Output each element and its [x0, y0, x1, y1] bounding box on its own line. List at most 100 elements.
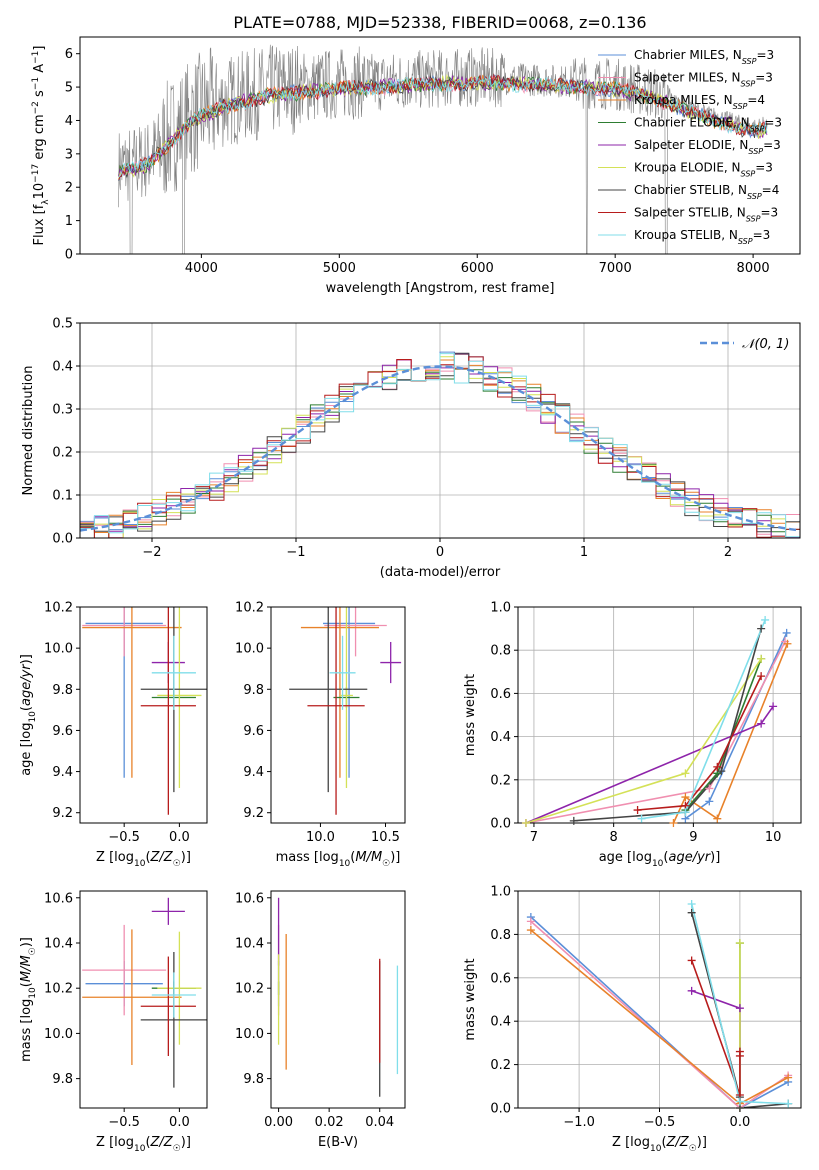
- weight-marker: [521, 819, 530, 827]
- weight-line: [637, 675, 762, 811]
- residual-chart-xtick-label: 2: [724, 545, 732, 560]
- residual-chart-xlabel: (data-model)/error: [380, 565, 501, 580]
- age-z-chart-plot-area: [82, 607, 207, 815]
- spectrum-chart-ytick-label: 0: [65, 248, 73, 263]
- age-mass-chart-ytick-label: 10.2: [235, 601, 264, 616]
- residual-chart-xtick-label: −2: [142, 545, 161, 560]
- weight-marker: [669, 819, 678, 827]
- weight-marker: [713, 762, 722, 771]
- weight-marker: [761, 615, 770, 624]
- legend-label: Salpeter ELODIE, NSSP=3: [634, 138, 781, 156]
- weight-marker: [681, 808, 690, 817]
- age-mass-chart-xlabel: mass [log10(M/M☉)]: [276, 850, 401, 869]
- spectrum-chart-ytick-label: 5: [65, 81, 73, 96]
- spectrum-chart-ytick-label: 4: [65, 114, 73, 129]
- mass-ebv-chart-frame: [270, 890, 406, 1109]
- spectrum-chart-ytick-label: 3: [65, 147, 73, 162]
- mass-z-chart-xtick-label: 0.0: [169, 1115, 190, 1130]
- weight-marker: [705, 784, 714, 793]
- age-mass-chart-xtick-label: 10.0: [306, 830, 335, 845]
- age-z-chart-xlabel: Z [log10(Z/Z☉)]: [96, 850, 191, 869]
- mass-z-chart-ylabel: mass [log10(M/M☉)]: [19, 937, 38, 1062]
- weight-marker: [784, 1099, 793, 1108]
- age-z-chart-ytick-label: 10.2: [44, 601, 73, 616]
- age-mass-chart-ytick-label: 9.8: [243, 683, 264, 698]
- weight-z-chart-ylabel: mass weight: [463, 958, 478, 1040]
- residual-chart: −2 −1 0 1 2 0.0 0.1 0.2 0.3 0.4 0.5 𝒩(0, 1) (data-mo…: [21, 317, 801, 580]
- age-z-chart-frame: [79, 606, 208, 824]
- residual-chart-plot-area: [80, 351, 800, 538]
- weight-age-chart-xtick-label: 8: [610, 830, 618, 845]
- mass-ebv-chart-ytick-label: 10.6: [235, 891, 264, 906]
- weight-marker: [784, 1073, 793, 1082]
- age-z-chart-ytick-label: 9.4: [52, 765, 73, 780]
- age-z-chart-xtick-label: 0.0: [169, 830, 190, 845]
- weight-marker: [569, 816, 578, 825]
- residual-chart-ylabel: Normed distribution: [21, 366, 36, 496]
- weight-age-chart-ytick-label: 1.0: [490, 601, 511, 616]
- weight-marker: [735, 1097, 744, 1106]
- weight-z-chart: −1.0 −0.5 0.0 0.0 0.2 0.4 0.6 0.8 1.0 Z [log10(Z/…: [463, 885, 802, 1154]
- legend-label: Kroupa ELODIE, NSSP=3: [634, 161, 773, 179]
- residual-chart-xtick-label: 0: [436, 545, 444, 560]
- weight-marker: [713, 814, 722, 823]
- mass-z-chart-ytick-label: 10.4: [44, 936, 73, 951]
- weight-age-chart-xlabel: age [log10(age/yr)]: [599, 850, 721, 869]
- mass-z-chart-xtick-label: −0.5: [108, 1115, 140, 1130]
- weight-marker: [526, 917, 535, 926]
- figure-title: PLATE=0788, MJD=52338, FIBERID=0068, z=0…: [233, 13, 646, 32]
- legend-label: Salpeter MILES, NSSP=3: [634, 71, 773, 89]
- weight-marker: [783, 639, 792, 648]
- weight-marker: [705, 797, 714, 806]
- weight-z-chart-xtick-label: −0.5: [644, 1115, 676, 1130]
- weight-marker: [687, 908, 696, 917]
- legend-label: Kroupa MILES, NSSP=4: [634, 93, 765, 111]
- weight-age-chart-ytick-label: 0.6: [490, 687, 511, 702]
- weight-marker: [681, 793, 690, 802]
- weight-marker: [757, 719, 766, 728]
- weight-marker: [735, 939, 744, 948]
- residual-chart-ytick-label: 0.4: [52, 360, 73, 375]
- legend-label: 𝒩(0, 1): [742, 337, 789, 352]
- weight-age-chart-xtick-label: 9: [689, 830, 697, 845]
- spectrum-chart-frame: [79, 36, 801, 255]
- weight-marker: [687, 956, 696, 965]
- weight-marker: [687, 900, 696, 909]
- legend-label: Kroupa STELIB, NSSP=3: [634, 228, 770, 246]
- weight-marker: [757, 672, 766, 681]
- age-z-chart-ytick-label: 9.2: [52, 806, 73, 821]
- weight-z-chart-ytick-label: 0.6: [490, 971, 511, 986]
- residual-chart-ytick-label: 0.2: [52, 446, 73, 461]
- age-mass-chart: 10.0 10.5 9.2 9.4 9.6 9.8 10.0 10.2 mass [log10(…: [235, 601, 406, 869]
- age-mass-chart-xtick-label: 10.5: [371, 830, 400, 845]
- residual-chart-xtick-label: −1: [286, 545, 305, 560]
- mass-ebv-chart-ytick-label: 10.2: [235, 982, 264, 997]
- mass-ebv-chart: 0.00 0.02 0.04 9.8 10.0 10.2 10.4 10.6 E(B-V): [235, 890, 406, 1150]
- residual-chart-ytick-label: 0.5: [52, 317, 73, 332]
- residual-chart-xtick-label: 1: [580, 545, 588, 560]
- legend-label: Chabrier STELIB, NSSP=4: [634, 183, 779, 201]
- weight-age-chart-xtick-label: 10: [765, 830, 782, 845]
- weight-marker: [735, 1004, 744, 1013]
- weight-marker: [782, 628, 791, 637]
- mass-ebv-chart-xtick-label: 0.04: [365, 1115, 394, 1130]
- age-mass-chart-ytick-label: 9.6: [243, 724, 264, 739]
- age-z-chart-ytick-label: 9.8: [52, 683, 73, 698]
- weight-line: [530, 916, 789, 1108]
- weight-z-chart-ytick-label: 1.0: [490, 885, 511, 900]
- age-z-chart-ytick-label: 9.6: [52, 724, 73, 739]
- weight-age-chart: 7 8 9 10 0.0 0.2 0.4 0.6 0.8 1.0 age [log10(age/yr…: [463, 601, 802, 869]
- weight-line: [684, 658, 762, 811]
- mass-ebv-chart-xtick-label: 0.00: [264, 1115, 293, 1130]
- weight-marker: [757, 654, 766, 663]
- weight-z-chart-xlabel: Z [log10(Z/Z☉)]: [612, 1135, 707, 1154]
- legend-label: Chabrier MILES, NSSP=3: [634, 48, 774, 66]
- weight-marker: [769, 702, 778, 711]
- age-mass-chart-ytick-label: 9.4: [243, 765, 264, 780]
- spectrum-chart-ytick-label: 2: [65, 181, 73, 196]
- mass-z-chart-ytick-label: 9.8: [52, 1072, 73, 1087]
- weight-z-chart-xtick-label: −1.0: [563, 1115, 595, 1130]
- mass-ebv-chart-ytick-label: 10.4: [235, 936, 264, 951]
- weight-age-chart-xtick-label: 7: [530, 830, 538, 845]
- age-mass-chart-frame: [270, 606, 406, 824]
